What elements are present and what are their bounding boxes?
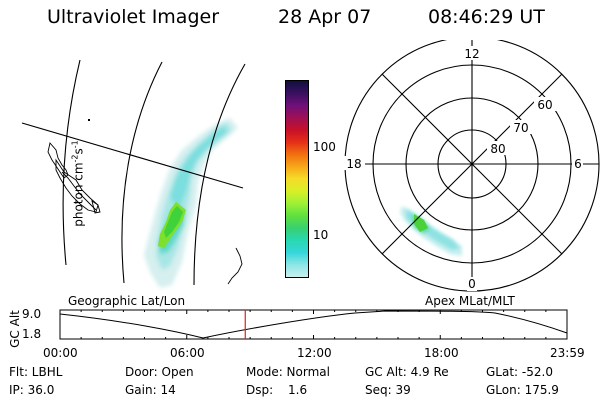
polar-grid (344, 40, 600, 292)
alt-xtick-1800: 18:00 (424, 346, 459, 360)
lat-label-70: 70 (513, 121, 528, 135)
coastline (47, 142, 243, 285)
alt-xtick-0000: 00:00 (43, 346, 78, 360)
info-ip: IP: 36.0 (9, 383, 55, 397)
alt-ylabel: GC Alt (8, 310, 22, 348)
aurora-bright-patch (158, 202, 186, 248)
lat-label-80: 80 (490, 142, 505, 156)
app-title: Ultraviolet Imager (47, 6, 220, 28)
alt-xtick-2359: 23:59 (550, 346, 585, 360)
polar-aurora-image (400, 206, 462, 256)
colorbar-tick-100: 100 (313, 140, 336, 154)
info-filter: Flt: LBHL (9, 365, 63, 379)
mlt-label-18: 18 (346, 157, 361, 171)
lat-grid-line (21, 122, 244, 189)
altitude-plot (59, 309, 568, 340)
altitude-curve (59, 310, 568, 339)
aurora-image (144, 118, 238, 288)
polar-plot: 12 18 6 0 60 70 80 (343, 40, 600, 292)
info-glat: GLat: -52.0 (486, 365, 553, 379)
colorbar-tick-10: 10 (313, 228, 329, 242)
info-dsp-key: Dsp: (246, 383, 274, 397)
info-mode: Mode: Normal (246, 365, 330, 379)
info-gain: Gain: 14 (125, 383, 176, 397)
info-gc-alt: GC Alt: 4.9 Re (365, 365, 449, 379)
apex-label: Apex MLat/MLT (425, 294, 515, 308)
alt-xtick-0600: 06:00 (170, 346, 205, 360)
time-label: 08:46:29 UT (428, 6, 545, 28)
info-door: Door: Open (125, 365, 194, 379)
alt-xtick-1200: 12:00 (297, 346, 332, 360)
mlt-label-6: 6 (574, 157, 582, 171)
info-glon: GLon: 175.9 (486, 383, 559, 397)
geographic-map-panel (21, 59, 246, 288)
alt-ytick-low: 1.8 (22, 327, 42, 341)
lat-label-60: 60 (537, 98, 552, 112)
date-label: 28 Apr 07 (278, 6, 372, 28)
info-seq: Seq: 39 (365, 383, 411, 397)
lon-grid-lines (62, 59, 246, 286)
colorbar-label: photon cm-2s-1 (70, 140, 86, 227)
info-dsp-value: 1.6 (288, 383, 308, 397)
colorbar (285, 80, 309, 278)
alt-xtick-marks (59, 310, 568, 339)
mlt-label-12: 12 (464, 47, 479, 61)
mlt-label-0: 0 (468, 277, 476, 291)
geographic-label: Geographic Lat/Lon (68, 294, 186, 308)
alt-ytick-high: 9.0 (22, 307, 42, 321)
